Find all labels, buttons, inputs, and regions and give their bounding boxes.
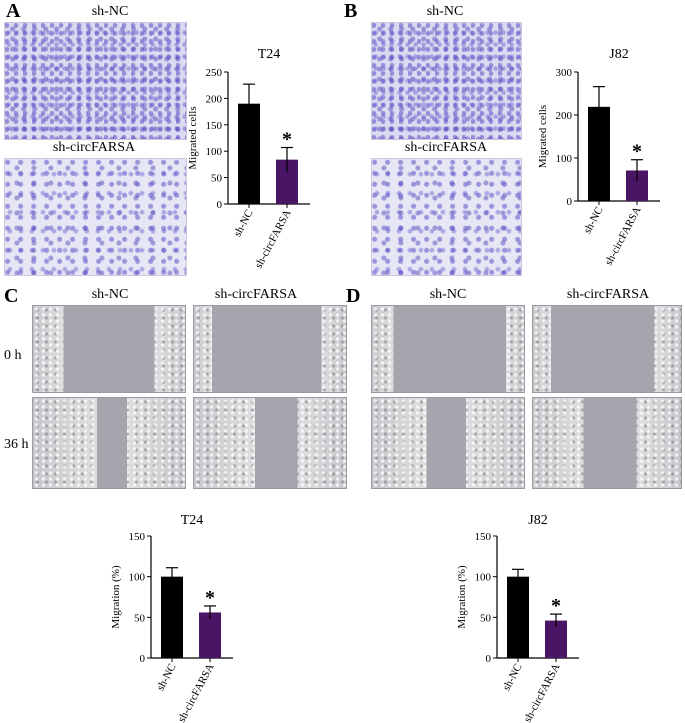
chart-a-bar [276,159,298,204]
panel-b-transwell-sh-circfarsa-image [371,158,522,276]
chart-a-category-label: sh-circFARSA [253,208,294,271]
chart-b-y-tick-label: 0 [567,196,573,208]
chart-a-y-axis-label: Migrated cells [187,106,199,169]
chart-a-y-tick-label: 200 [206,93,223,105]
chart-b-bar [588,106,610,201]
panel-letter-d: D [346,285,361,307]
chart-a-y-tick-label: 0 [217,199,223,211]
chart-d-category-label: sh-circFARSA [522,662,563,723]
chart-b-bar [626,170,648,201]
panel-letter-c: C [4,285,19,307]
chart-d-y-tick-label: 150 [475,531,492,543]
chart-d-title: J82 [528,513,547,528]
chart-b-y-tick-label: 200 [556,110,573,122]
chart-a-y-tick-label: 150 [206,120,223,132]
panel-letter-a: A [6,0,21,22]
chart-b-title: J82 [609,47,628,62]
panel-d-col2-label: sh-circFARSA [566,287,650,302]
chart-a-significance-mark: * [282,129,292,151]
chart-a-category-label: sh-NC [232,208,256,239]
chart-b-y-tick-label: 300 [556,67,573,79]
chart-c-y-tick-label: 50 [134,612,146,624]
chart-c-significance-mark: * [205,587,215,609]
panel-d-wound-sh-nc-36h-image [371,397,525,489]
panel-d-col1-label: sh-NC [429,287,467,302]
chart-b-y-tick-label: 100 [556,153,573,165]
chart-d-y-tick-label: 50 [480,612,492,624]
panel-c-wound-sh-circfarsa-0h-image [193,305,347,393]
chart-c-group: 0 50 100 150 T24 Migration (%) sh-NC * sh-circFA… [110,513,233,723]
chart-c-y-tick-label: 150 [129,531,146,543]
chart-c-y-axis-label: Migration (%) [110,565,122,629]
panel-c-col1-label: sh-NC [91,287,129,302]
panel-c-wound-sh-nc-36h-image [32,397,186,489]
chart-c-category-label: sh-NC [155,662,179,693]
panel-c-row1-label: 0 h [4,348,22,363]
chart-b-significance-mark: * [632,141,642,163]
chart-c-title: T24 [181,513,204,528]
panel-c-row2-label: 36 h [4,437,29,452]
panel-c-wound-sh-circfarsa-36h-image [193,397,347,489]
panel-a-bottom-label: sh-circFARSA [52,140,136,155]
chart-c-y-tick-label: 0 [140,653,146,665]
chart-b-category-label: sh-NC [582,205,606,236]
panel-a-transwell-sh-nc-image [4,22,187,140]
panel-d-wound-sh-circfarsa-36h-image [532,397,682,489]
chart-b-y-axis-label: Migrated cells [537,105,549,168]
panel-d-wound-sh-circfarsa-0h-image [532,305,682,393]
chart-b-group: 0 100 200 300 J82 Migrated cells sh-NC * sh-circ… [537,47,660,267]
chart-a-y-tick-label: 250 [206,67,223,79]
chart-a-group: 0 50 100 150 200 250 T24 Migrated cells sh-NC * sh… [187,47,310,270]
panel-a-top-label: sh-NC [91,4,129,19]
panel-d-wound-sh-nc-0h-image [371,305,525,393]
chart-d-group: 0 50 100 150 J82 Migration (%) sh-NC * sh-circFA… [456,513,579,723]
chart-d-category-label: sh-NC [501,662,525,693]
panel-c-col2-label: sh-circFARSA [214,287,298,302]
chart-b-category-label: sh-circFARSA [603,205,644,268]
chart-c-bar [161,576,183,658]
chart-a-y-tick-label: 100 [206,146,223,158]
chart-c-category-label: sh-circFARSA [176,662,217,723]
chart-d-significance-mark: * [551,595,561,617]
chart-d-y-tick-label: 0 [486,653,492,665]
panel-b-transwell-sh-nc-image [371,22,522,140]
chart-d-y-axis-label: Migration (%) [456,565,468,629]
chart-a-y-tick-label: 50 [211,173,223,185]
panel-b-bottom-label: sh-circFARSA [404,140,488,155]
panel-c-wound-sh-nc-0h-image [32,305,186,393]
chart-a-bar [238,103,260,204]
chart-c-bar [199,612,221,658]
chart-d-y-tick-label: 100 [475,572,492,584]
panel-letter-b: B [344,0,358,22]
chart-d-bar [545,620,567,658]
chart-a-title: T24 [258,47,281,62]
chart-d-bar [507,576,529,658]
panel-a-transwell-sh-circfarsa-image [4,158,187,276]
panel-b-top-label: sh-NC [426,4,464,19]
chart-c-y-tick-label: 100 [129,572,146,584]
